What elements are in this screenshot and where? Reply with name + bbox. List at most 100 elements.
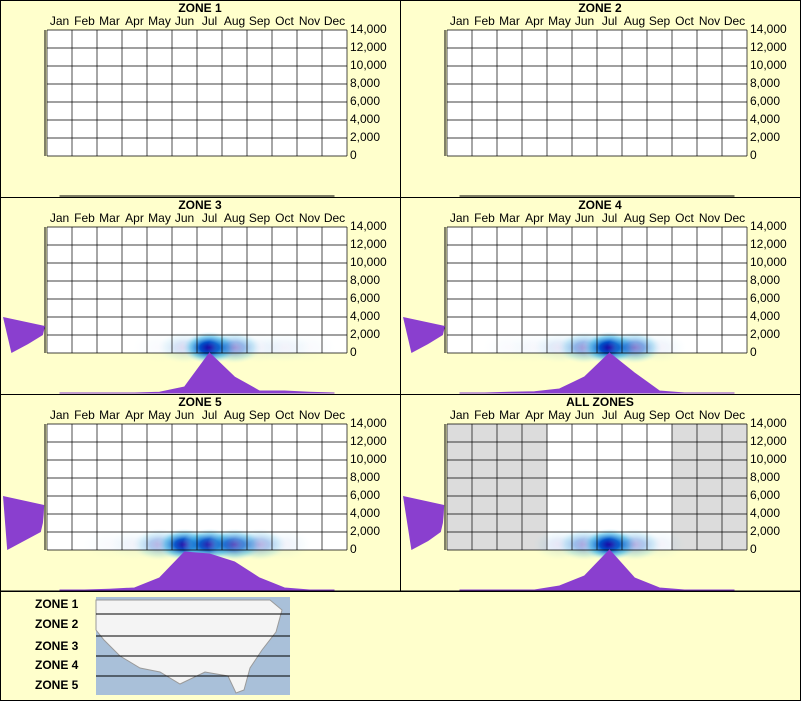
heat-cell (257, 528, 312, 561)
panel-title: ZONE 3 (178, 198, 222, 212)
x-tick-label: Dec (324, 211, 345, 225)
y-tick-label: 6,000 (750, 94, 780, 108)
no-data-shade (697, 424, 722, 550)
y-tick-label: 8,000 (750, 470, 780, 484)
x-tick-label: Nov (299, 14, 320, 28)
x-tick-label: Mar (499, 14, 520, 28)
y-tick-label: 4,000 (750, 506, 780, 520)
y-tick-label: 2,000 (350, 327, 380, 341)
month-density (459, 549, 735, 591)
x-tick-label: Apr (125, 408, 144, 422)
y-tick-label: 10,000 (750, 255, 787, 269)
x-tick-label: Nov (699, 408, 720, 422)
no-data-shade (472, 424, 497, 550)
y-tick-label: 8,000 (750, 76, 780, 90)
y-tick-label: 4,000 (350, 112, 380, 126)
y-tick-label: 10,000 (350, 58, 387, 72)
heat-cell (257, 331, 312, 364)
x-tick-label: Jun (175, 14, 194, 28)
x-tick-label: Dec (324, 408, 345, 422)
no-data-shade (722, 424, 747, 550)
y-tick-label: 14,000 (750, 219, 787, 233)
y-tick-label: 14,000 (750, 416, 787, 430)
x-tick-label: Jan (50, 14, 69, 28)
legend-label: ZONE 4 (35, 658, 79, 672)
y-tick-label: 8,000 (350, 470, 380, 484)
month-density (59, 352, 335, 394)
y-tick-label: 4,000 (350, 309, 380, 323)
x-tick-label: Dec (724, 408, 745, 422)
y-tick-label: 14,000 (350, 219, 387, 233)
y-tick-label: 14,000 (750, 22, 787, 36)
x-tick-label: Jan (450, 211, 469, 225)
x-tick-label: May (548, 408, 571, 422)
no-data-shade (522, 424, 547, 550)
x-tick-label: May (148, 14, 171, 28)
x-tick-label: Jan (50, 211, 69, 225)
x-tick-label: May (148, 211, 171, 225)
x-tick-label: Nov (699, 211, 720, 225)
x-tick-label: Jul (202, 14, 217, 28)
y-tick-label: 2,000 (750, 130, 780, 144)
no-data-shade (447, 424, 472, 550)
x-tick-label: Jul (602, 14, 617, 28)
x-tick-label: Sep (249, 211, 271, 225)
x-tick-label: Jan (450, 14, 469, 28)
x-tick-label: Mar (99, 14, 120, 28)
x-tick-label: Mar (499, 211, 520, 225)
x-tick-label: Dec (324, 14, 345, 28)
x-tick-label: Nov (299, 211, 320, 225)
x-tick-label: Aug (624, 211, 645, 225)
panel-title: ZONE 5 (178, 395, 222, 409)
x-tick-label: Nov (699, 14, 720, 28)
panel-title: ALL ZONES (566, 395, 634, 409)
y-tick-label: 6,000 (350, 94, 380, 108)
heat-cell (632, 528, 687, 561)
x-tick-label: Sep (249, 408, 271, 422)
x-tick-label: Sep (649, 211, 671, 225)
legend-label: ZONE 2 (35, 617, 79, 631)
y-tick-label: 6,000 (350, 291, 380, 305)
x-tick-label: Oct (675, 14, 694, 28)
no-data-shade (672, 424, 697, 550)
elevation-density (3, 496, 45, 550)
y-tick-label: 6,000 (750, 291, 780, 305)
x-tick-label: Oct (675, 211, 694, 225)
x-tick-label: Aug (224, 408, 245, 422)
y-tick-label: 10,000 (750, 58, 787, 72)
no-data-shade (497, 424, 522, 550)
x-tick-label: Apr (125, 14, 144, 28)
x-tick-label: Jun (575, 14, 594, 28)
x-tick-label: May (548, 211, 571, 225)
x-tick-label: May (548, 14, 571, 28)
y-tick-label: 2,000 (350, 130, 380, 144)
x-tick-label: Oct (275, 211, 294, 225)
y-tick-label: 2,000 (750, 524, 780, 538)
x-tick-label: Mar (499, 408, 520, 422)
panel-title: ZONE 4 (578, 198, 622, 212)
y-tick-label: 10,000 (350, 452, 387, 466)
y-tick-label: 6,000 (350, 488, 380, 502)
x-tick-label: Jul (202, 408, 217, 422)
x-tick-label: Apr (525, 408, 544, 422)
heat-cell (632, 331, 687, 364)
x-tick-label: Mar (99, 211, 120, 225)
x-tick-label: Aug (224, 14, 245, 28)
y-tick-label: 14,000 (350, 416, 387, 430)
x-tick-label: Feb (474, 408, 495, 422)
x-tick-label: Feb (74, 408, 95, 422)
x-tick-label: Aug (224, 211, 245, 225)
legend-map (95, 597, 290, 695)
x-tick-label: Oct (675, 408, 694, 422)
x-tick-label: Feb (74, 14, 95, 28)
y-tick-label: 0 (350, 345, 357, 359)
y-tick-label: 8,000 (350, 273, 380, 287)
y-tick-label: 12,000 (750, 434, 787, 448)
x-tick-label: Jul (202, 211, 217, 225)
y-tick-label: 8,000 (750, 273, 780, 287)
x-tick-label: Feb (474, 211, 495, 225)
y-tick-label: 6,000 (750, 488, 780, 502)
y-tick-label: 0 (350, 542, 357, 556)
